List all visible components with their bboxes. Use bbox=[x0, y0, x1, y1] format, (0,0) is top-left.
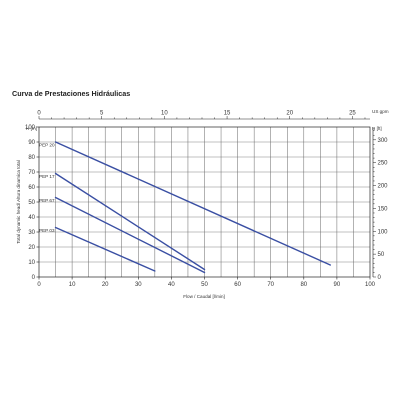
right-tick-label: 300 bbox=[378, 138, 389, 144]
right-tick-label: 150 bbox=[378, 206, 389, 212]
x-tick-label: 50 bbox=[201, 282, 208, 288]
y-tick-label: 80 bbox=[28, 155, 35, 161]
grid bbox=[39, 127, 370, 277]
series-label: PEP 17 bbox=[39, 174, 55, 179]
top-tick-label: 0 bbox=[37, 111, 41, 117]
series-line bbox=[54, 196, 206, 274]
y-tick-label: 0 bbox=[32, 275, 36, 281]
y-tick-label: 20 bbox=[28, 245, 35, 251]
y-tick-label: 50 bbox=[28, 200, 35, 206]
x-tick-label: 100 bbox=[365, 282, 376, 288]
right-tick-label: 100 bbox=[378, 229, 389, 235]
right-axis-unit: H [ft] bbox=[372, 126, 382, 131]
top-axis-unit: US gpm bbox=[372, 109, 389, 114]
series-label: PEP 67 bbox=[39, 198, 55, 203]
x-tick-label: 10 bbox=[69, 282, 76, 288]
right-tick-label: 250 bbox=[378, 161, 389, 167]
x-tick-label: 90 bbox=[334, 282, 341, 288]
y-axis-label: Total dynamic head/ Altura dinamica tota… bbox=[16, 160, 21, 244]
series-line bbox=[54, 226, 156, 272]
top-tick-label: 5 bbox=[100, 111, 104, 117]
chart-title: Curva de Prestaciones Hidráulicas bbox=[12, 89, 130, 98]
right-tick-label: 200 bbox=[378, 184, 389, 190]
right-tick-label: 50 bbox=[378, 252, 385, 258]
top-tick-label: 20 bbox=[286, 111, 293, 117]
top-tick-label: 10 bbox=[161, 111, 168, 117]
axes: 0 10 20 30 40 50 60 70 80 90 100010203040506070809… bbox=[25, 111, 388, 289]
series-line bbox=[54, 172, 206, 271]
x-axis-label: Flow / Caudal [l/min] bbox=[183, 294, 225, 299]
series-line bbox=[54, 141, 331, 266]
x-tick-label: 20 bbox=[102, 282, 109, 288]
series: PEP 20 PEP 17 PEP 67 PEP 03 bbox=[39, 141, 331, 274]
top-tick-label: 15 bbox=[224, 111, 231, 117]
x-tick-label: 0 bbox=[37, 282, 41, 288]
x-tick-label: 60 bbox=[234, 282, 241, 288]
x-tick-label: 70 bbox=[267, 282, 274, 288]
right-tick-label: 0 bbox=[378, 275, 382, 281]
left-axis-unit: H [m] bbox=[26, 126, 37, 131]
y-tick-label: 70 bbox=[28, 170, 35, 176]
y-tick-label: 60 bbox=[28, 185, 35, 191]
y-tick-label: 10 bbox=[28, 260, 35, 266]
x-tick-label: 30 bbox=[135, 282, 142, 288]
y-tick-label: 40 bbox=[28, 215, 35, 221]
series-label: PEP 20 bbox=[39, 143, 55, 148]
x-tick-label: 40 bbox=[168, 282, 175, 288]
y-tick-label: 90 bbox=[28, 140, 35, 146]
x-tick-label: 80 bbox=[300, 282, 307, 288]
top-tick-label: 25 bbox=[349, 111, 356, 117]
series-label: PEP 03 bbox=[39, 228, 55, 233]
y-tick-label: 100 bbox=[25, 125, 36, 131]
y-tick-label: 30 bbox=[28, 230, 35, 236]
